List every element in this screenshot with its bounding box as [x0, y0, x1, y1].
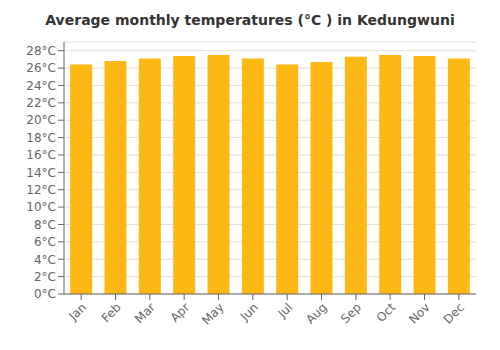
svg-text:18°C: 18°C: [26, 131, 56, 145]
svg-text:8°C: 8°C: [34, 218, 56, 232]
svg-text:Aug: Aug: [303, 300, 329, 326]
svg-text:Jan: Jan: [66, 300, 90, 324]
html-text:Average monthly temperatures (: Average monthly temperatures (°C ) in Ke…: [45, 12, 455, 28]
svg-text:Jun: Jun: [237, 300, 261, 324]
svg-text:6°C: 6°C: [34, 235, 56, 249]
svg-text:16°C: 16°C: [26, 148, 56, 162]
svg-text:Sep: Sep: [338, 300, 364, 326]
svg-text:Dec: Dec: [441, 300, 467, 326]
svg-text:Apr: Apr: [168, 300, 193, 325]
svg-text:12°C: 12°C: [26, 183, 56, 197]
svg-text:0°C: 0°C: [34, 287, 56, 301]
svg-text:24°C: 24°C: [26, 79, 56, 93]
svg-text:28°C: 28°C: [26, 44, 56, 58]
svg-text:Mar: Mar: [132, 300, 158, 326]
svg-text:Jul: Jul: [274, 300, 295, 321]
svg-text:Nov: Nov: [406, 300, 432, 326]
svg-text:14°C: 14°C: [26, 166, 56, 180]
svg-text:May: May: [199, 300, 226, 327]
svg-text:4°C: 4°C: [34, 253, 56, 267]
svg-text:Feb: Feb: [99, 300, 124, 325]
svg-text:22°C: 22°C: [26, 96, 56, 110]
svg-text:10°C: 10°C: [26, 200, 56, 214]
svg-text:20°C: 20°C: [26, 113, 56, 127]
svg-text:Oct: Oct: [374, 300, 399, 325]
svg-text:2°C: 2°C: [34, 270, 56, 284]
svg-text:26°C: 26°C: [26, 61, 56, 75]
